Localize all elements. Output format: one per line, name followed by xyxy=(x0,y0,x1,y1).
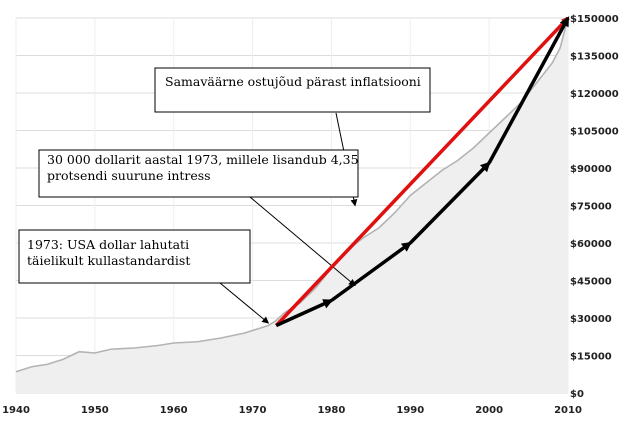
y-tick-label: $135000 xyxy=(570,52,619,63)
annotation-text: 1973: USA dollar lahutati täielikult kull… xyxy=(27,237,190,268)
compound-arrow-segment xyxy=(409,161,491,245)
x-tick-label: 1960 xyxy=(160,405,188,416)
annotation-text: Samaväärne ostujõud pärast inflatsiooni xyxy=(165,74,421,89)
compound-arrow-segment xyxy=(275,298,334,328)
y-tick-label: $75000 xyxy=(570,202,612,213)
annotation-text: 30 000 dollarit aastal 1973, millele lis… xyxy=(47,152,359,183)
purchasing-power-line xyxy=(15,17,569,373)
annotation-box xyxy=(38,149,359,198)
annotation-box xyxy=(18,229,251,284)
y-tick-label: $105000 xyxy=(570,127,619,138)
x-tick-label: 2000 xyxy=(475,405,503,416)
compound-arrow-segment xyxy=(487,16,570,164)
annotation-pointer xyxy=(219,282,270,324)
y-tick-label: $120000 xyxy=(570,89,619,100)
equivalent-arrow xyxy=(274,16,570,327)
y-tick-label: $90000 xyxy=(570,164,612,175)
y-tick-label: $150000 xyxy=(570,14,619,25)
series-lines xyxy=(274,16,570,328)
purchasing-power-area-layer xyxy=(15,17,569,393)
x-tick-label: 1980 xyxy=(318,405,346,416)
y-tick-label: $45000 xyxy=(570,277,612,288)
x-tick-label: 1990 xyxy=(396,405,424,416)
x-tick-label: 2010 xyxy=(554,405,582,416)
compound-arrow-segment xyxy=(330,241,412,302)
annotations: Samaväärne ostujõud pärast inflatsiooni 3… xyxy=(18,67,431,324)
y-tick-label: $60000 xyxy=(570,239,612,250)
axis-ticks: $0 $15000 $30000 $45000 $60000 $75000 $90000 $1… xyxy=(2,14,619,416)
y-tick-label: $0 xyxy=(570,389,584,400)
annotation-pointer xyxy=(249,196,356,287)
purchasing-power-area xyxy=(16,18,568,393)
y-tick-label: $15000 xyxy=(570,352,612,363)
annotation-box xyxy=(154,67,431,113)
x-tick-label: 1970 xyxy=(239,405,267,416)
y-tick-label: $30000 xyxy=(570,314,612,325)
x-tick-label: 1940 xyxy=(2,405,30,416)
x-tick-label: 1950 xyxy=(81,405,109,416)
